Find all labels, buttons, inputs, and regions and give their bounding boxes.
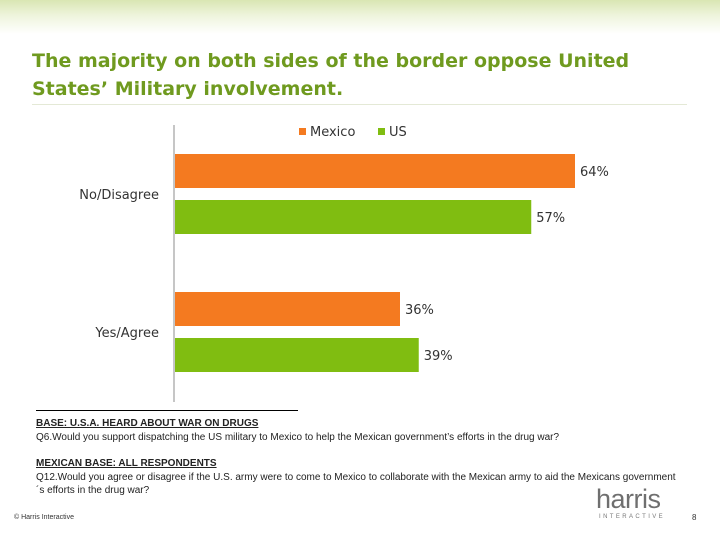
- legend-label-us: US: [389, 125, 407, 140]
- title-divider: [32, 104, 687, 105]
- category-label-no-disagree: No/Disagree: [79, 188, 159, 203]
- harris-interactive-logo: harris INTERACTIVE: [596, 484, 666, 524]
- legend-label-mexico: Mexico: [310, 125, 355, 140]
- header-gradient-band: [0, 0, 720, 34]
- us-base-heading: BASE: U.S.A. HEARD ABOUT WAR ON DRUGS: [36, 418, 259, 429]
- bar-mexico-yes-agree: [175, 292, 400, 326]
- us-base-question: Q6.Would you support dispatching the US …: [36, 432, 560, 443]
- page-number: 8: [692, 513, 697, 522]
- logo-wordmark: harris: [596, 484, 661, 514]
- legend-swatch-mexico: [299, 128, 306, 135]
- logo-subtitle: INTERACTIVE: [599, 514, 666, 520]
- bar-chart: Mexico US No/Disagree 64% 57% Yes/Agree 36% 39%: [79, 125, 609, 402]
- bar-us-no-disagree: [175, 200, 532, 234]
- data-label-us-no-disagree: 57%: [536, 211, 565, 226]
- mexican-base-question: Q12.Would you agree or disagree if the U…: [36, 472, 676, 496]
- mexican-base-heading: MEXICAN BASE: ALL RESPONDENTS: [36, 458, 217, 469]
- slide-title: The majority on both sides of the border…: [32, 50, 630, 100]
- footnote-rule: [36, 410, 298, 411]
- bar-us-yes-agree: [175, 338, 419, 372]
- category-label-yes-agree: Yes/Agree: [94, 326, 159, 341]
- bar-mexico-no-disagree: [175, 154, 575, 188]
- data-label-mexico-yes-agree: 36%: [405, 303, 434, 318]
- copyright-text: © Harris Interactive: [14, 514, 75, 521]
- data-label-mexico-no-disagree: 64%: [580, 165, 609, 180]
- legend-swatch-us: [378, 128, 385, 135]
- data-label-us-yes-agree: 39%: [424, 349, 453, 364]
